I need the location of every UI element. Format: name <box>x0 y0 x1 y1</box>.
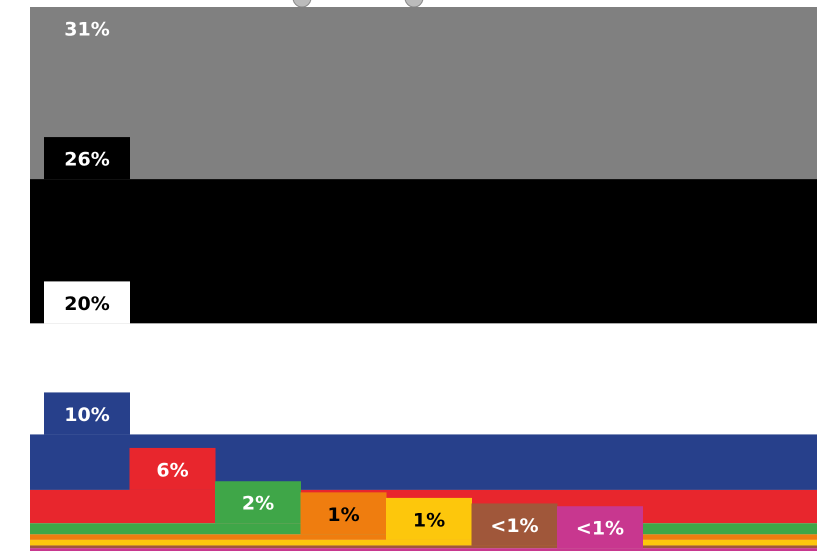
label-box <box>44 392 130 435</box>
value-label: <1% <box>576 518 624 540</box>
icon <box>292 0 312 8</box>
band <box>30 539 817 546</box>
label-box <box>44 281 130 324</box>
label-box <box>44 137 130 180</box>
value-label: 26% <box>64 149 109 171</box>
value-label: 2% <box>242 493 274 515</box>
label-box <box>300 492 387 535</box>
value-label: 20% <box>64 293 109 315</box>
icon <box>404 0 424 8</box>
band <box>30 548 817 551</box>
value-label: 1% <box>327 504 359 526</box>
value-label: 31% <box>64 19 109 41</box>
label-box <box>129 447 216 490</box>
value-label: 10% <box>64 404 109 426</box>
label-box <box>557 506 643 549</box>
value-label: <1% <box>490 515 538 537</box>
band <box>30 179 817 324</box>
label-box <box>215 481 301 524</box>
band <box>30 323 817 435</box>
label-box <box>471 503 558 546</box>
band <box>30 7 817 180</box>
value-label: 6% <box>156 459 188 481</box>
band <box>30 545 817 549</box>
value-label: 1% <box>413 509 445 531</box>
label-box <box>44 7 130 49</box>
label-box <box>386 497 472 540</box>
